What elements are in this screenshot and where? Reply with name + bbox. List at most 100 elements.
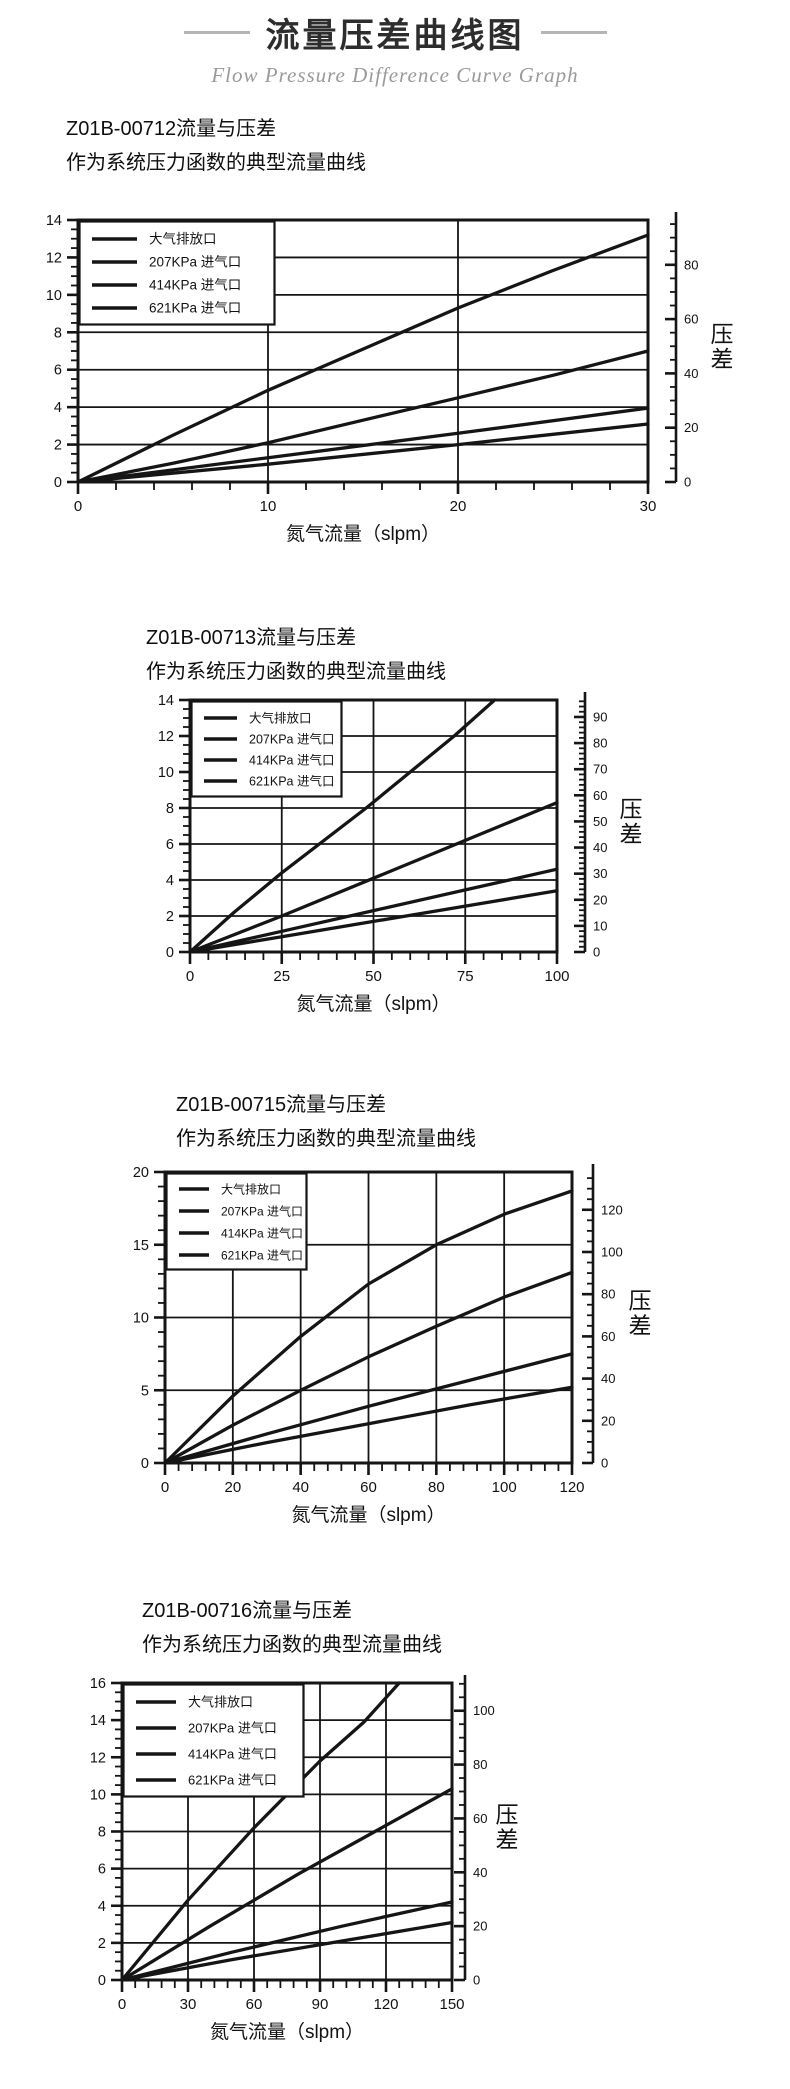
- y-tick-label: 8: [166, 801, 174, 817]
- right-tick-label: 40: [684, 366, 698, 381]
- x-axis: 0 10 20 30: [74, 483, 657, 515]
- right-tick-label: 70: [593, 762, 607, 777]
- x-axis-title: 氮气流量（slpm）: [286, 523, 440, 545]
- series-lines: [76, 233, 650, 484]
- legend-label: 大气排放口: [249, 711, 312, 726]
- y-tick-label: 12: [46, 250, 62, 266]
- x-tick-label: 60: [246, 1996, 263, 2013]
- right-tick-label: 20: [601, 1413, 615, 1428]
- series-lines: [188, 698, 559, 954]
- x-tick-label: 25: [273, 968, 290, 985]
- chart-header: Z01B-00715流量与压差 作为系统压力函数的典型流量曲线: [176, 1088, 476, 1156]
- chart-canvas: 0 2 4 6 8 10 12 14 16 0 30 60 90 120 150 氮气流量（slpm） 0 20 4…: [0, 1638, 790, 2085]
- right-tick-label: 80: [593, 736, 607, 751]
- series-line-207KPa 进气口: [120, 1787, 454, 1982]
- right-tick-label: 0: [601, 1456, 608, 1471]
- legend-label: 414KPa 进气口: [249, 753, 334, 768]
- chart-title: Z01B-00712流量与压差: [66, 118, 277, 140]
- y-tick-label: 0: [98, 1973, 106, 1989]
- chart-header: Z01B-00713流量与压差 作为系统压力函数的典型流量曲线: [146, 621, 446, 689]
- legend: 大气排放口 207KPa 进气口 414KPa 进气口 621KPa 进气口: [190, 700, 343, 798]
- right-axis-title: 压差: [629, 1288, 652, 1339]
- series-line-大气排放口: [188, 698, 497, 954]
- x-axis: 0 25 50 75 100: [186, 953, 570, 985]
- right-tick-label: 0: [593, 945, 600, 960]
- legend-label: 621KPa 进气口: [249, 774, 334, 789]
- y-tick-label: 15: [133, 1238, 149, 1254]
- y-tick-label: 4: [54, 400, 62, 416]
- chart-subtitle: 作为系统压力函数的典型流量曲线: [176, 1128, 476, 1150]
- y-tick-label: 10: [133, 1311, 149, 1327]
- series-line-414KPa 进气口: [76, 406, 650, 484]
- x-tick-label: 30: [640, 498, 657, 515]
- legend: 大气排放口 207KPa 进气口 414KPa 进气口 621KPa 进气口: [165, 1172, 308, 1271]
- right-tick-label: 20: [473, 1919, 487, 1934]
- x-tick-label: 50: [365, 968, 382, 985]
- legend-label: 621KPa 进气口: [149, 301, 241, 316]
- legend-label: 621KPa 进气口: [188, 1773, 277, 1788]
- legend-label: 414KPa 进气口: [188, 1747, 277, 1762]
- y-tick-label: 2: [166, 909, 174, 925]
- right-tick-label: 80: [601, 1287, 615, 1302]
- y-tick-label: 14: [90, 1713, 106, 1729]
- legend-label: 621KPa 进气口: [221, 1248, 303, 1263]
- series-line-621KPa 进气口: [76, 422, 650, 484]
- x-tick-label: 0: [186, 968, 194, 985]
- right-tick-label: 90: [593, 709, 607, 724]
- y-axis-right: 0 10 20 30 40 50 60 70 80 90: [574, 692, 607, 960]
- series-line-大气排放口: [76, 233, 650, 484]
- right-tick-label: 40: [593, 840, 607, 855]
- x-tick-label: 120: [559, 1479, 584, 1496]
- series-lines: [163, 1189, 574, 1465]
- y-axis-left: 0 2 4 6 8 10 12 14: [158, 693, 190, 961]
- x-tick-label: 0: [161, 1479, 169, 1496]
- y-tick-label: 12: [158, 729, 174, 745]
- series-line-621KPa 进气口: [120, 1920, 454, 1982]
- right-tick-label: 10: [593, 918, 607, 933]
- series-line-207KPa 进气口: [163, 1270, 574, 1465]
- x-tick-label: 0: [118, 1996, 126, 2013]
- legend-label: 414KPa 进气口: [149, 278, 241, 293]
- legend-label: 大气排放口: [149, 232, 217, 247]
- y-axis-left: 0 5 10 15 20: [133, 1165, 165, 1472]
- legend-label: 207KPa 进气口: [249, 732, 334, 747]
- y-tick-label: 4: [98, 1899, 106, 1915]
- legend-label: 大气排放口: [221, 1182, 281, 1197]
- right-axis-title: 压差: [620, 796, 643, 847]
- x-axis-title: 氮气流量（slpm）: [210, 2021, 364, 2043]
- x-tick-label: 100: [544, 968, 569, 985]
- x-tick-label: 75: [457, 968, 474, 985]
- y-axis-left: 0 2 4 6 8 10 12 14: [46, 213, 78, 491]
- legend-label: 大气排放口: [188, 1695, 253, 1710]
- y-tick-label: 0: [54, 475, 62, 491]
- right-tick-label: 20: [684, 420, 698, 435]
- series-line-621KPa 进气口: [188, 889, 559, 954]
- x-tick-label: 60: [360, 1479, 377, 1496]
- chart-svg-Z01B-00715: 0 5 10 15 20 0 20 40 60 80 100 120 氮气流量（slpm） 0 20 40 60…: [133, 1164, 652, 1526]
- y-tick-label: 6: [166, 837, 174, 853]
- y-tick-label: 20: [133, 1165, 149, 1181]
- y-tick-label: 8: [54, 325, 62, 341]
- legend-label: 207KPa 进气口: [188, 1721, 277, 1736]
- right-tick-label: 0: [684, 475, 691, 490]
- x-tick-label: 120: [373, 1996, 398, 2013]
- series-line-414KPa 进气口: [163, 1352, 574, 1465]
- right-tick-label: 50: [593, 814, 607, 829]
- series-line-621KPa 进气口: [163, 1385, 574, 1465]
- chart-title: Z01B-00716流量与压差: [142, 1600, 353, 1622]
- y-axis-right: 0 20 40 60 80 100: [454, 1675, 495, 1988]
- y-tick-label: 0: [166, 945, 174, 961]
- series-line-414KPa 进气口: [188, 867, 559, 954]
- chart-header: Z01B-00716流量与压差 作为系统压力函数的典型流量曲线: [142, 1594, 442, 1662]
- y-tick-label: 10: [158, 765, 174, 781]
- right-axis-title: 压差: [496, 1802, 519, 1853]
- series-line-大气排放口: [163, 1189, 574, 1465]
- y-tick-label: 16: [90, 1676, 106, 1692]
- right-tick-label: 0: [473, 1973, 480, 1988]
- y-tick-label: 14: [46, 213, 62, 229]
- chart-title: Z01B-00713流量与压差: [146, 627, 357, 649]
- x-axis-title: 氮气流量（slpm）: [291, 1504, 445, 1526]
- y-tick-label: 2: [98, 1936, 106, 1952]
- chart-header: Z01B-00712流量与压差 作为系统压力函数的典型流量曲线: [66, 112, 366, 180]
